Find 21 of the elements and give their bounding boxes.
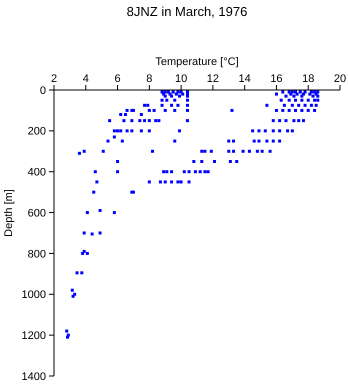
x-tick-label: 14 <box>238 73 251 85</box>
x-tick-label: 12 <box>206 73 220 85</box>
x-tick-label: 16 <box>270 73 283 85</box>
y-tick-label: 1000 <box>22 289 46 302</box>
x-tick-label: 18 <box>302 73 314 85</box>
x-tick-label: 8 <box>146 73 152 85</box>
x-tick-label: 20 <box>334 73 346 85</box>
y-axis-title: Depth [m] <box>3 189 15 237</box>
y-tick-label: 0 <box>40 84 46 97</box>
y-tick-label: 1400 <box>22 370 46 383</box>
x-tick-label: 2 <box>50 73 58 85</box>
y-tick-label: 800 <box>28 248 46 260</box>
x-tick-label: 6 <box>114 73 121 85</box>
y-tick-label: 600 <box>28 207 46 220</box>
x-tick-label: 10 <box>174 73 188 85</box>
y-tick-label: 200 <box>28 126 46 138</box>
y-tick-label: 1200 <box>22 330 46 342</box>
y-tick-label: 400 <box>28 166 46 179</box>
x-axis-title: Temperature [°C] <box>155 56 239 68</box>
x-tick-label: 4 <box>82 73 89 85</box>
chart-title: 8JNZ in March, 1976 <box>126 4 248 19</box>
